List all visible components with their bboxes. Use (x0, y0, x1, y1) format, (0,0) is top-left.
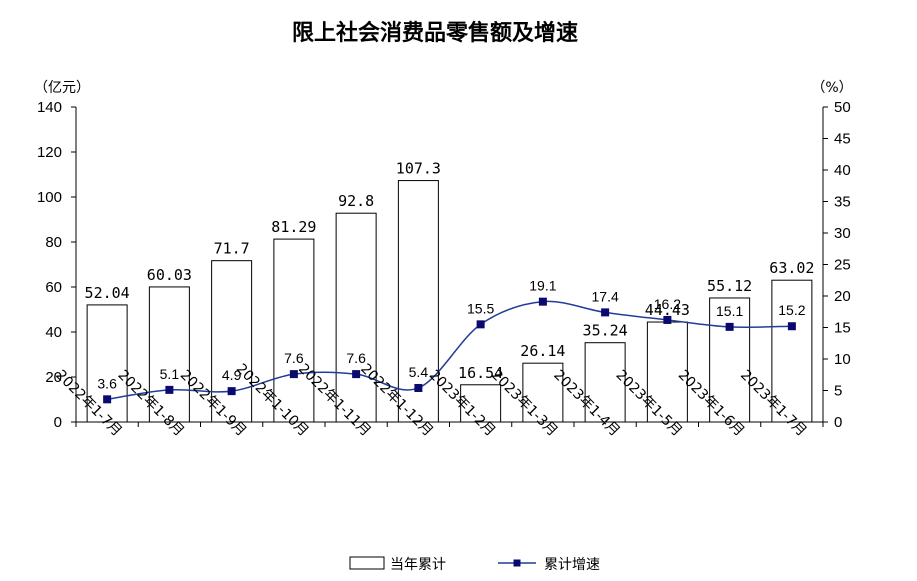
bar-value-label: 92.8 (338, 192, 374, 210)
legend-bar-swatch (349, 556, 385, 570)
line-series (103, 297, 796, 404)
line-marker (103, 395, 112, 404)
line-value-label: 15.1 (716, 303, 743, 319)
bar (709, 297, 751, 423)
bar (273, 238, 315, 423)
bar-value-label: 26.14 (520, 342, 565, 360)
line-value-label: 17.4 (592, 288, 619, 304)
right-tick-label: 20 (834, 288, 851, 305)
bar-value-label: 81.29 (271, 218, 316, 236)
line-value-label: 4.9 (222, 367, 242, 383)
bar-value-label: 44.43 (645, 301, 690, 319)
line-marker (538, 297, 547, 306)
left-tick-label: 120 (37, 144, 62, 161)
line-value-label: 15.5 (467, 300, 494, 316)
left-tick-label: 40 (45, 324, 62, 341)
line-value-label: 15.2 (778, 302, 805, 318)
legend-bar-label: 当年累计 (390, 557, 446, 573)
left-axis: 0 20 40 60 80 100 120 140 (37, 99, 77, 431)
bar-value-label: 52.04 (85, 284, 130, 302)
bar-value-label: 16.54 (458, 364, 503, 382)
line-marker (601, 308, 610, 317)
line-marker (165, 385, 174, 394)
right-axis-unit: （%） (811, 80, 852, 96)
chart-title: 限上社会消费品零售额及增速 (292, 20, 578, 46)
line-value-label: 5.1 (160, 366, 180, 382)
bar (522, 362, 564, 423)
bar-series (86, 180, 813, 423)
x-axis (75, 421, 824, 427)
bar-value-label: 60.03 (147, 266, 192, 284)
bar (460, 384, 502, 423)
left-tick-label: 100 (37, 189, 62, 206)
bar-labels: 52.04 60.03 71.7 81.29 92.8 107.3 16.54 26.14 35… (85, 160, 815, 382)
line-value-label: 5.4 (409, 364, 429, 380)
right-tick-label: 30 (834, 225, 851, 242)
bar (771, 279, 813, 423)
bar (335, 212, 377, 423)
right-tick-label: 35 (834, 194, 851, 211)
right-tick-label: 40 (834, 162, 851, 179)
line-value-label: 7.6 (284, 350, 304, 366)
line-marker (227, 387, 236, 396)
line-value-label: 7.6 (346, 350, 366, 366)
line-marker (787, 322, 796, 331)
legend: 当年累计 累计增速 (349, 556, 600, 573)
line-marker (352, 370, 361, 379)
right-tick-label: 0 (834, 414, 842, 431)
line-marker (289, 370, 298, 379)
right-axis: 0 5 10 15 20 25 30 35 40 45 50 (822, 99, 851, 431)
bar-value-label: 107.3 (396, 160, 441, 178)
bar-value-label: 63.02 (769, 259, 814, 277)
line-labels: 3.6 5.1 4.9 7.6 7.6 5.4 15.5 19.1 17.4 16.2 15.1 15… (97, 278, 805, 392)
left-tick-label: 80 (45, 234, 62, 251)
right-tick-label: 25 (834, 257, 851, 274)
line-value-label: 3.6 (97, 375, 117, 391)
right-tick-label: 10 (834, 351, 851, 368)
bar-value-label: 35.24 (583, 322, 628, 340)
legend-line-label: 累计增速 (544, 557, 600, 573)
line-value-label: 16.2 (654, 296, 681, 312)
left-tick-label: 60 (45, 279, 62, 296)
bar (646, 321, 688, 423)
line-marker (476, 320, 485, 329)
left-tick-label: 0 (54, 414, 62, 431)
right-tick-label: 45 (834, 131, 851, 148)
right-tick-label: 15 (834, 320, 851, 337)
bar-value-label: 71.7 (214, 240, 250, 258)
line-marker (414, 383, 423, 392)
left-tick-label: 20 (45, 369, 62, 386)
right-tick-label: 5 (834, 383, 842, 400)
left-axis-unit: （亿元） (34, 80, 90, 96)
left-tick-label: 140 (37, 99, 62, 116)
legend-line-marker (513, 559, 521, 567)
right-tick-label: 50 (834, 99, 851, 116)
bar (584, 342, 626, 423)
bar-value-label: 55.12 (707, 277, 752, 295)
line-value-label: 19.1 (529, 278, 556, 294)
bar (397, 180, 439, 423)
line-marker (663, 315, 672, 324)
bar (148, 286, 190, 423)
line-marker (725, 322, 734, 331)
